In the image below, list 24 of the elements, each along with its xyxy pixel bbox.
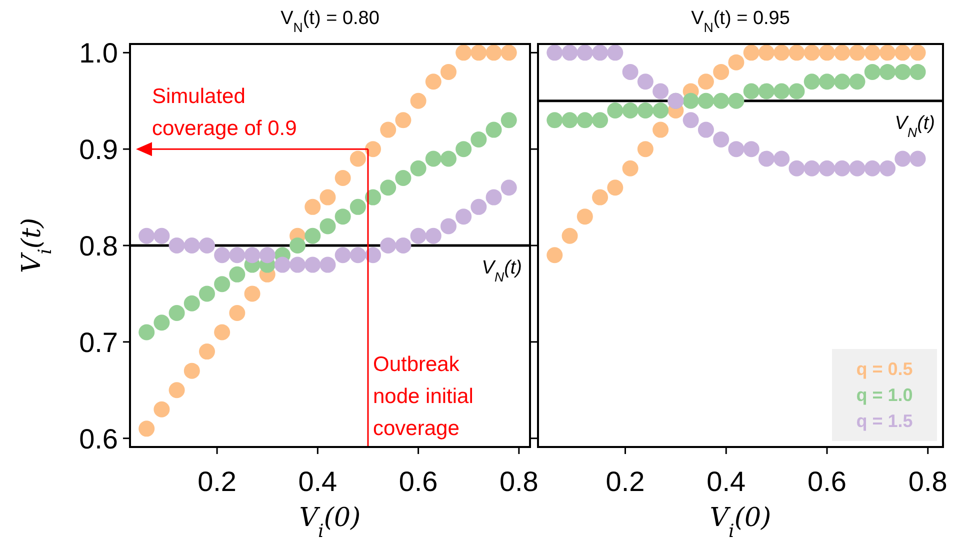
x-axis-title: V$_{i}$(0) (299, 503, 361, 542)
annotation: Outbreak node initial coverage (372, 353, 474, 440)
x-tick-label: 0.8 (908, 466, 948, 497)
x-tick-label: 0.8 (499, 466, 538, 497)
y-tick-label: 0.7 (79, 326, 118, 358)
ref-line-label: V$_{N}$(t) (482, 258, 522, 284)
annotation: Simulated coverage of 0.9 (152, 85, 297, 140)
y-tick-label: 0.6 (79, 423, 118, 454)
x-tick-label: 0.4 (298, 466, 338, 497)
x-tick-label: 0.6 (808, 466, 846, 497)
y-tick-label: 0.8 (79, 230, 118, 262)
chart-title: V$_{N}$(t) = 0.80 (280, 8, 380, 34)
text: q = 0.5 (856, 359, 913, 379)
x-tick-label: 0.2 (198, 466, 237, 497)
text: q = 1.5 (856, 411, 913, 431)
y-tick-label: 1.0 (79, 38, 118, 69)
x-tick-label: 0.6 (398, 466, 438, 497)
y-tick-label: 0.9 (79, 134, 118, 166)
x-tick-label: 0.4 (706, 466, 746, 497)
chart-title: V$_{N}$(t) = 0.95 (691, 8, 790, 34)
text: q = 1.0 (856, 385, 913, 405)
ref-line-label: V$_{N}$(t) (894, 112, 935, 140)
x-tick-label: 0.2 (606, 466, 645, 497)
x-axis-title: V$_{i}$(0) (710, 503, 772, 542)
